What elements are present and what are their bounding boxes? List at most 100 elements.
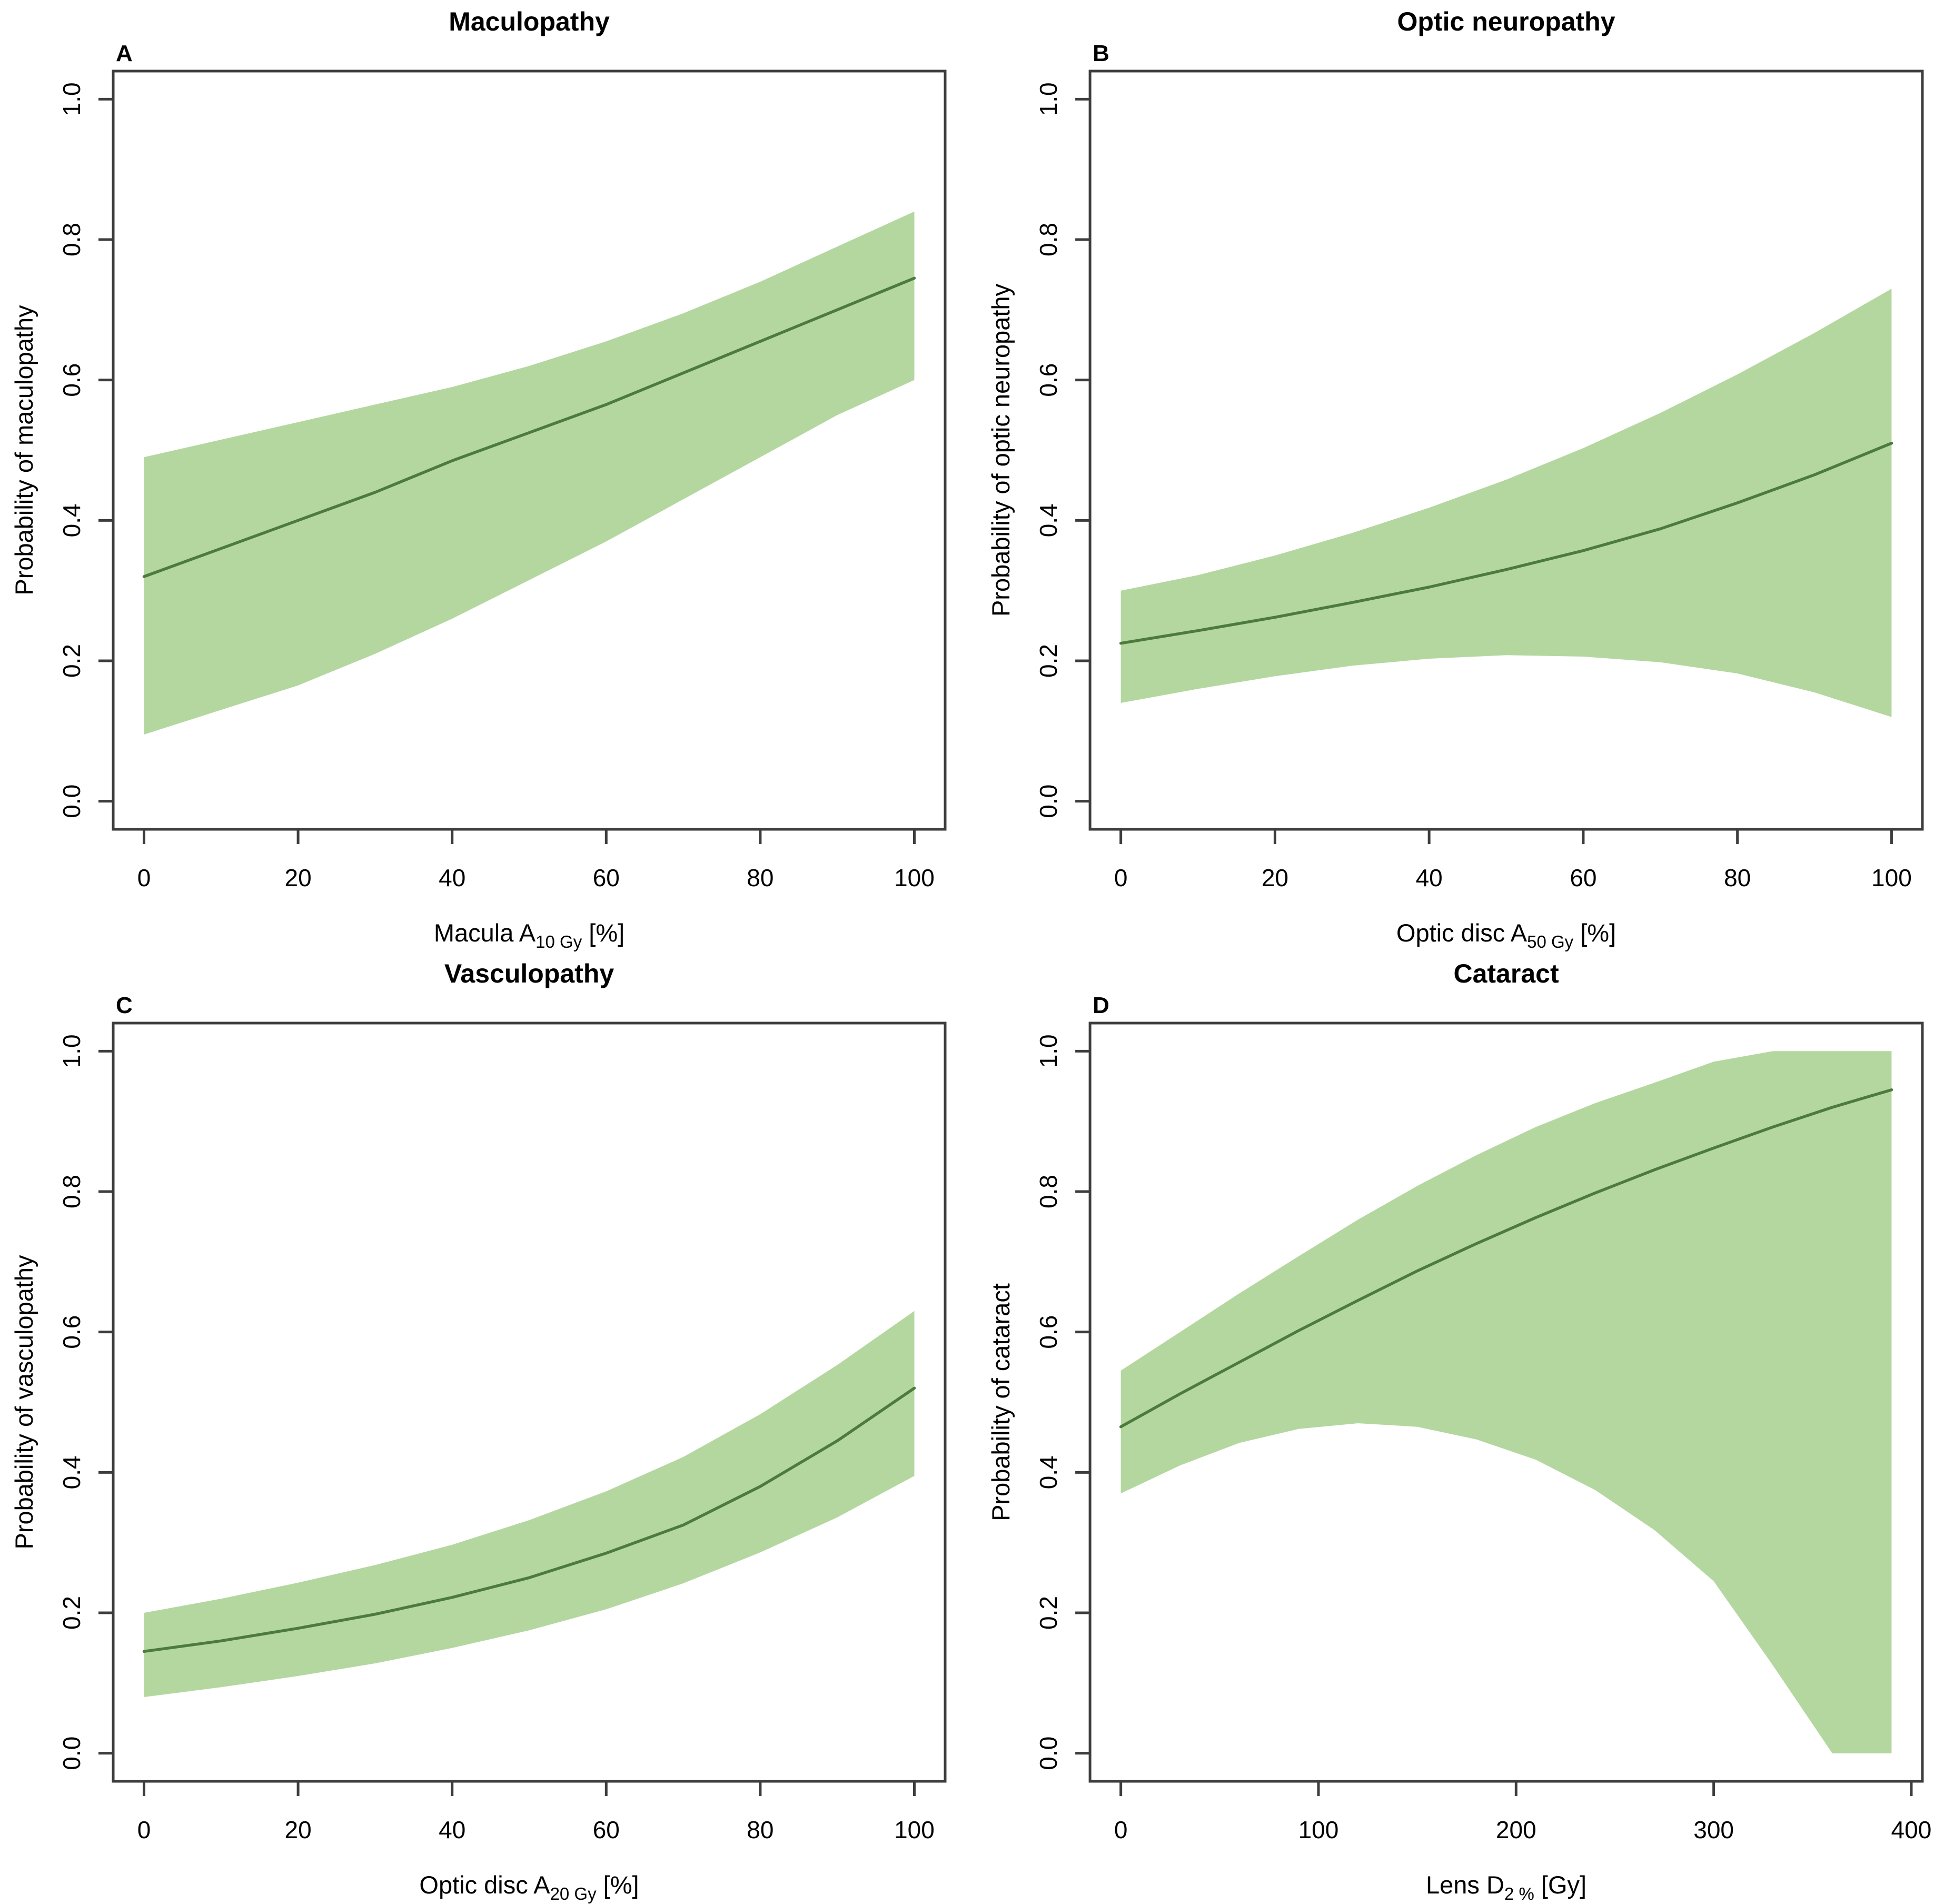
y-tick-label: 0.2 xyxy=(1035,644,1062,678)
x-axis-label: Optic disc A50 Gy [%] xyxy=(1396,919,1616,951)
x-axis-label-unit: [%] xyxy=(582,919,624,947)
x-tick-label: 100 xyxy=(894,864,935,891)
y-tick-label: 0.6 xyxy=(58,1315,85,1349)
y-tick-label: 1.0 xyxy=(58,1034,85,1068)
panel-letter: C xyxy=(116,993,133,1018)
y-tick-label: 0.0 xyxy=(58,785,85,818)
y-tick-label: 0.2 xyxy=(58,644,85,678)
x-tick-label: 40 xyxy=(439,864,465,891)
plot-box xyxy=(112,70,947,831)
x-tick-label: 20 xyxy=(285,1816,312,1843)
y-tick-label: 0.4 xyxy=(1035,503,1062,537)
x-tick-label: 200 xyxy=(1496,1816,1536,1843)
y-tick-label: 0.4 xyxy=(1035,1455,1062,1489)
x-axis-label-subscript: 10 Gy xyxy=(535,932,582,951)
x-axis-label: Optic disc A20 Gy [%] xyxy=(419,1871,639,1903)
plot-area: 0 20 40 60 80 100 0.0 0.2 0.4 0.6 0.8 1.0 xyxy=(1035,70,1924,891)
plot-area: 0 20 40 60 80 100 0.0 0.2 0.4 0.6 0.8 1.0 xyxy=(58,1022,947,1843)
plot-box xyxy=(1088,1022,1924,1783)
mean-probability-line xyxy=(1119,441,1893,645)
x-tick-label: 20 xyxy=(1262,864,1288,891)
x-tick-label: 60 xyxy=(1570,864,1596,891)
x-tick-label: 40 xyxy=(439,1816,465,1843)
mean-probability-line xyxy=(1119,1088,1893,1429)
panel-title: Maculopathy xyxy=(449,7,610,36)
x-axis-label-main: Lens D xyxy=(1426,1871,1504,1899)
x-tick-label: 400 xyxy=(1891,1816,1932,1843)
x-axis-label-unit: [%] xyxy=(1573,919,1616,947)
vasculopathy-chart: Vasculopathy C 0 20 40 60 80 1000.00.20.40.60… xyxy=(10,959,947,1903)
y-tick-label: 0.6 xyxy=(1035,363,1062,397)
x-tick-label: 0 xyxy=(137,1816,151,1843)
plot-area: 0 20 40 60 80 100 0.0 0.2 0.4 0.6 0.8 1.0 xyxy=(58,70,947,891)
panel-letter: D xyxy=(1093,993,1109,1018)
y-tick-label: 0.8 xyxy=(58,223,85,256)
y-axis-label: Probability of vasculopathy xyxy=(10,1255,38,1550)
y-tick-label: 0.6 xyxy=(1035,1315,1062,1349)
maculopathy-chart: Maculopathy A 0 20 40 60 80 100 0.0 0.2 0.4 0.6 0.… xyxy=(10,7,947,951)
x-axis-label-main: Optic disc A xyxy=(1396,919,1528,947)
x-tick-label: 0 xyxy=(1114,864,1128,891)
x-tick-label: 80 xyxy=(747,1816,773,1843)
panel-title: Cataract xyxy=(1453,959,1559,988)
confidence-band xyxy=(1120,1051,1892,1753)
y-tick-label: 0.2 xyxy=(58,1596,85,1630)
y-tick-label: 0.8 xyxy=(1035,1175,1062,1208)
plot-box xyxy=(1088,70,1924,831)
plot-box xyxy=(112,1022,947,1783)
x-axis-label-subscript: 2 % xyxy=(1504,1884,1534,1903)
optic-neuropathy-chart: Optic neuropathy B 0 20 40 60 80 100 0.0 0.2 0.4… xyxy=(987,7,1924,951)
cataract-chart: Cataract D 0 100 200 300 400 0.0 0.2 0.4 0.6 0.8 1… xyxy=(987,959,1932,1903)
y-tick-label: 0.4 xyxy=(58,503,85,537)
confidence-band xyxy=(144,1311,915,1697)
x-axis-label-subscript: 50 Gy xyxy=(1527,932,1574,951)
x-axis-label: Lens D2 % [Gy] xyxy=(1426,1871,1586,1903)
y-tick-label: 1.0 xyxy=(1035,1034,1062,1068)
x-tick-label: 0 xyxy=(137,864,151,891)
y-axis-label: Probability of optic neuropathy xyxy=(987,283,1015,617)
x-tick-label: 20 xyxy=(285,864,312,891)
confidence-band xyxy=(144,211,915,735)
y-tick-label: 1.0 xyxy=(58,82,85,116)
y-tick-label: 0.8 xyxy=(58,1175,85,1208)
x-axis-label-unit: [Gy] xyxy=(1534,1871,1586,1899)
y-tick-label: 0.4 xyxy=(58,1455,85,1489)
x-tick-label: 100 xyxy=(1298,1816,1339,1843)
panel-letter: A xyxy=(116,41,133,66)
y-axis-label: Probability of cataract xyxy=(987,1283,1015,1521)
x-tick-label: 60 xyxy=(593,1816,620,1843)
x-axis-label-subscript: 20 Gy xyxy=(550,1884,597,1903)
plot-area: 0 100 200 300 400 0.0 0.2 0.4 0.6 0.8 1.0 xyxy=(1035,1022,1932,1843)
panel-title: Optic neuropathy xyxy=(1397,7,1615,36)
panel-maculopathy: Maculopathy A 0 20 40 60 80 100 0.0 0.2 0.4 0.6 0.… xyxy=(0,0,977,952)
panel-cataract: Cataract D 0 100 200 300 400 0.0 0.2 0.4 0.6 0.8 1… xyxy=(977,952,1954,1904)
panel-title: Vasculopathy xyxy=(444,959,614,988)
mean-probability-line xyxy=(142,1386,916,1653)
x-tick-label: 60 xyxy=(593,864,620,891)
x-tick-label: 100 xyxy=(894,1816,935,1843)
x-axis-label: Macula A10 Gy [%] xyxy=(434,919,624,951)
x-axis-label-main: Optic disc A xyxy=(419,1871,550,1899)
panel-vasculopathy: Vasculopathy C 0 20 40 60 80 100 0.0 0.2 0.4 0.6 0… xyxy=(0,952,977,1904)
y-tick-label: 0.8 xyxy=(1035,223,1062,256)
x-tick-label: 80 xyxy=(1724,864,1751,891)
confidence-band xyxy=(1120,289,1892,717)
x-tick-label: 80 xyxy=(747,864,773,891)
mean-probability-line xyxy=(142,276,916,578)
x-tick-label: 40 xyxy=(1416,864,1443,891)
y-tick-label: 0.0 xyxy=(1035,1737,1062,1770)
x-tick-label: 300 xyxy=(1693,1816,1734,1843)
x-axis-label-unit: [%] xyxy=(597,1871,639,1899)
y-tick-label: 0.2 xyxy=(1035,1596,1062,1630)
x-tick-label: 0 xyxy=(1114,1816,1128,1843)
panel-optic-neuropathy: Optic neuropathy B 0 20 40 60 80 100 0.0 0.2 0.4… xyxy=(977,0,1954,952)
x-tick-label: 100 xyxy=(1871,864,1912,891)
y-axis-label: Probability of maculopathy xyxy=(10,305,38,596)
y-tick-label: 0.6 xyxy=(58,363,85,397)
y-tick-label: 0.0 xyxy=(1035,785,1062,818)
y-tick-label: 1.0 xyxy=(1035,82,1062,116)
x-axis-label-main: Macula A xyxy=(434,919,536,947)
y-tick-label: 0.0 xyxy=(58,1737,85,1770)
panel-letter: B xyxy=(1093,41,1109,66)
